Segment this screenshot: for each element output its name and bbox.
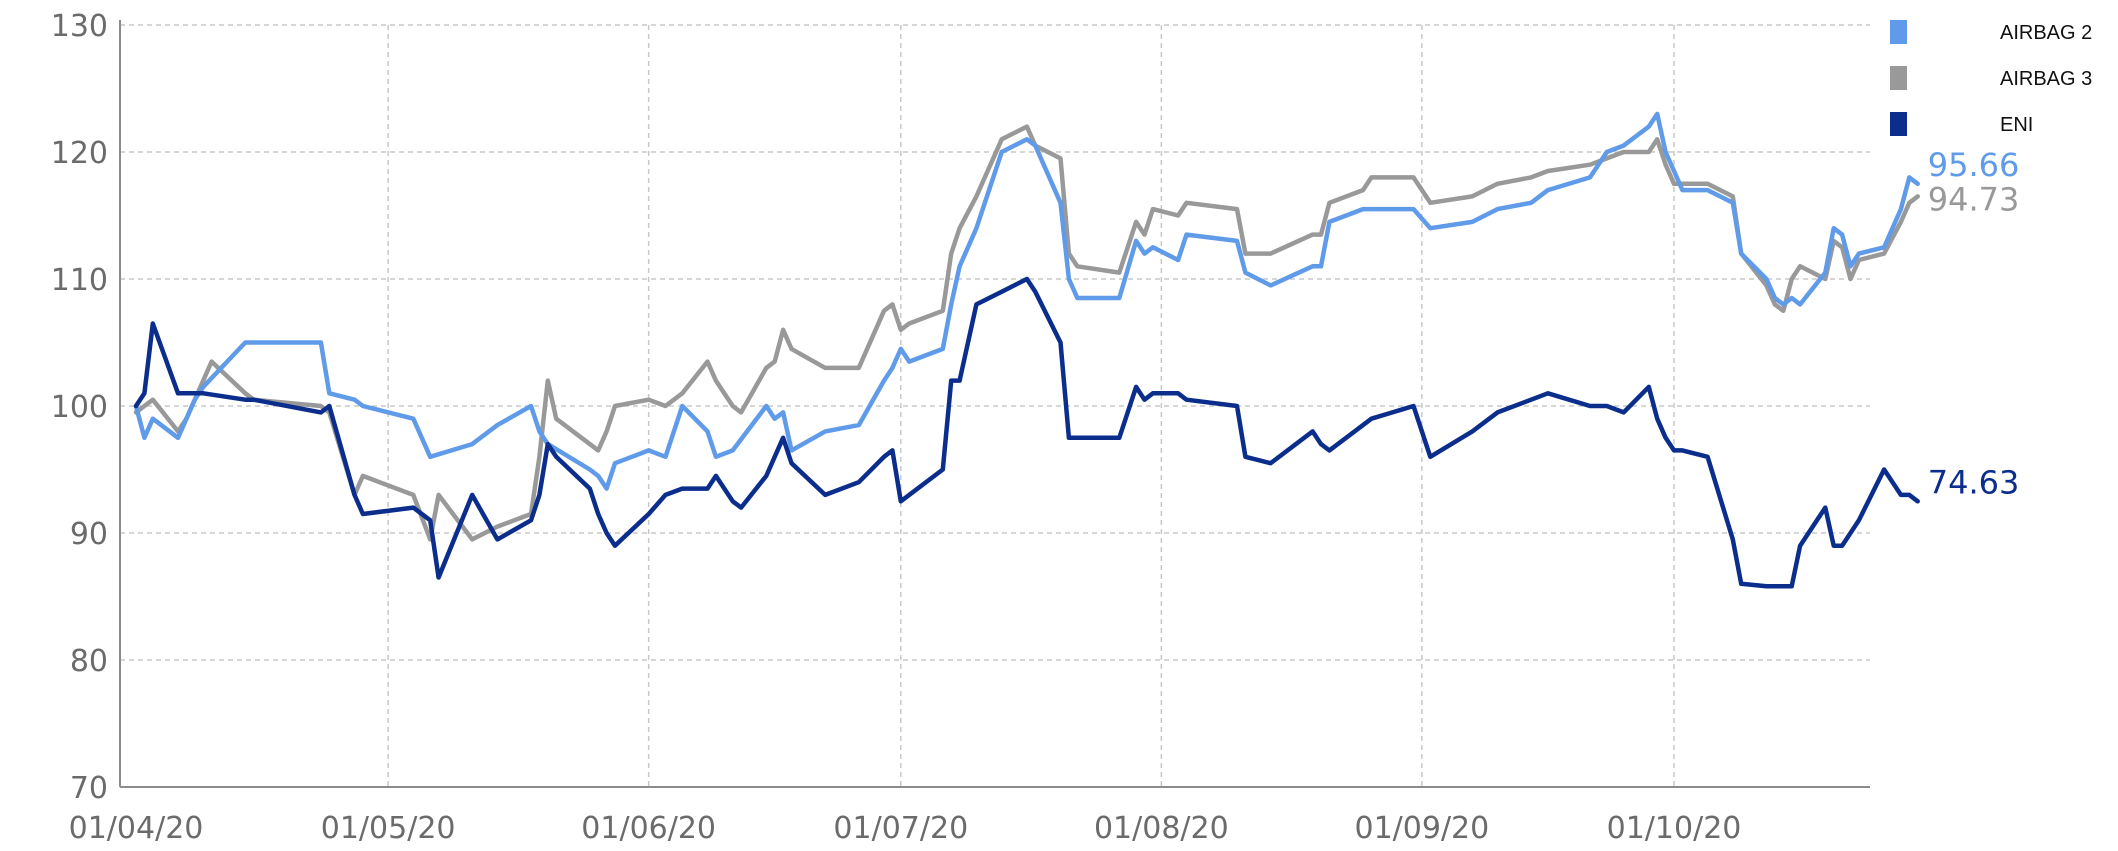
series-line-airbag-2 xyxy=(133,111,1920,491)
end-label-eni: 74.63 xyxy=(1928,463,2020,501)
y-tick-label-80: 80 xyxy=(70,644,108,679)
y-tick-label-120: 120 xyxy=(51,136,108,171)
legend-swatch-eni xyxy=(1890,112,1907,136)
y-tick-label-110: 110 xyxy=(51,263,108,298)
x-tick-label-2: 01/06/20 xyxy=(581,811,716,846)
x-tick-label-3: 01/07/20 xyxy=(833,811,968,846)
legend: AIRBAG 2 AIRBAG 3 ENI xyxy=(1890,14,2110,152)
legend-item-eni: ENI xyxy=(1890,106,2110,152)
y-tick-label-90: 90 xyxy=(70,517,108,552)
legend-swatch-airbag-2 xyxy=(1890,20,1907,44)
x-tick-label-4: 01/08/20 xyxy=(1094,811,1229,846)
series-line-eni xyxy=(133,276,1920,589)
legend-item-airbag-2: AIRBAG 2 xyxy=(1890,14,2110,60)
end-label-airbag-2: 95.66 xyxy=(1928,146,2020,184)
legend-label-eni: ENI xyxy=(2000,114,2034,136)
series-line-airbag-3 xyxy=(133,124,1920,542)
legend-label-airbag-3: AIRBAG 3 xyxy=(2000,68,2093,90)
x-tick-label-0: 01/04/20 xyxy=(69,811,204,846)
legend-label-airbag-2: AIRBAG 2 xyxy=(2000,22,2093,44)
end-label-airbag-3: 94.73 xyxy=(1928,180,2020,218)
x-tick-label-1: 01/05/20 xyxy=(321,811,456,846)
x-tick-label-6: 01/10/20 xyxy=(1607,811,1742,846)
y-tick-label-70: 70 xyxy=(70,771,108,806)
x-tick-label-5: 01/09/20 xyxy=(1354,811,1489,846)
legend-swatch-airbag-3 xyxy=(1890,66,1907,90)
y-tick-label-130: 130 xyxy=(51,9,108,44)
legend-item-airbag-3: AIRBAG 3 xyxy=(1890,60,2110,106)
y-tick-label-100: 100 xyxy=(51,390,108,425)
